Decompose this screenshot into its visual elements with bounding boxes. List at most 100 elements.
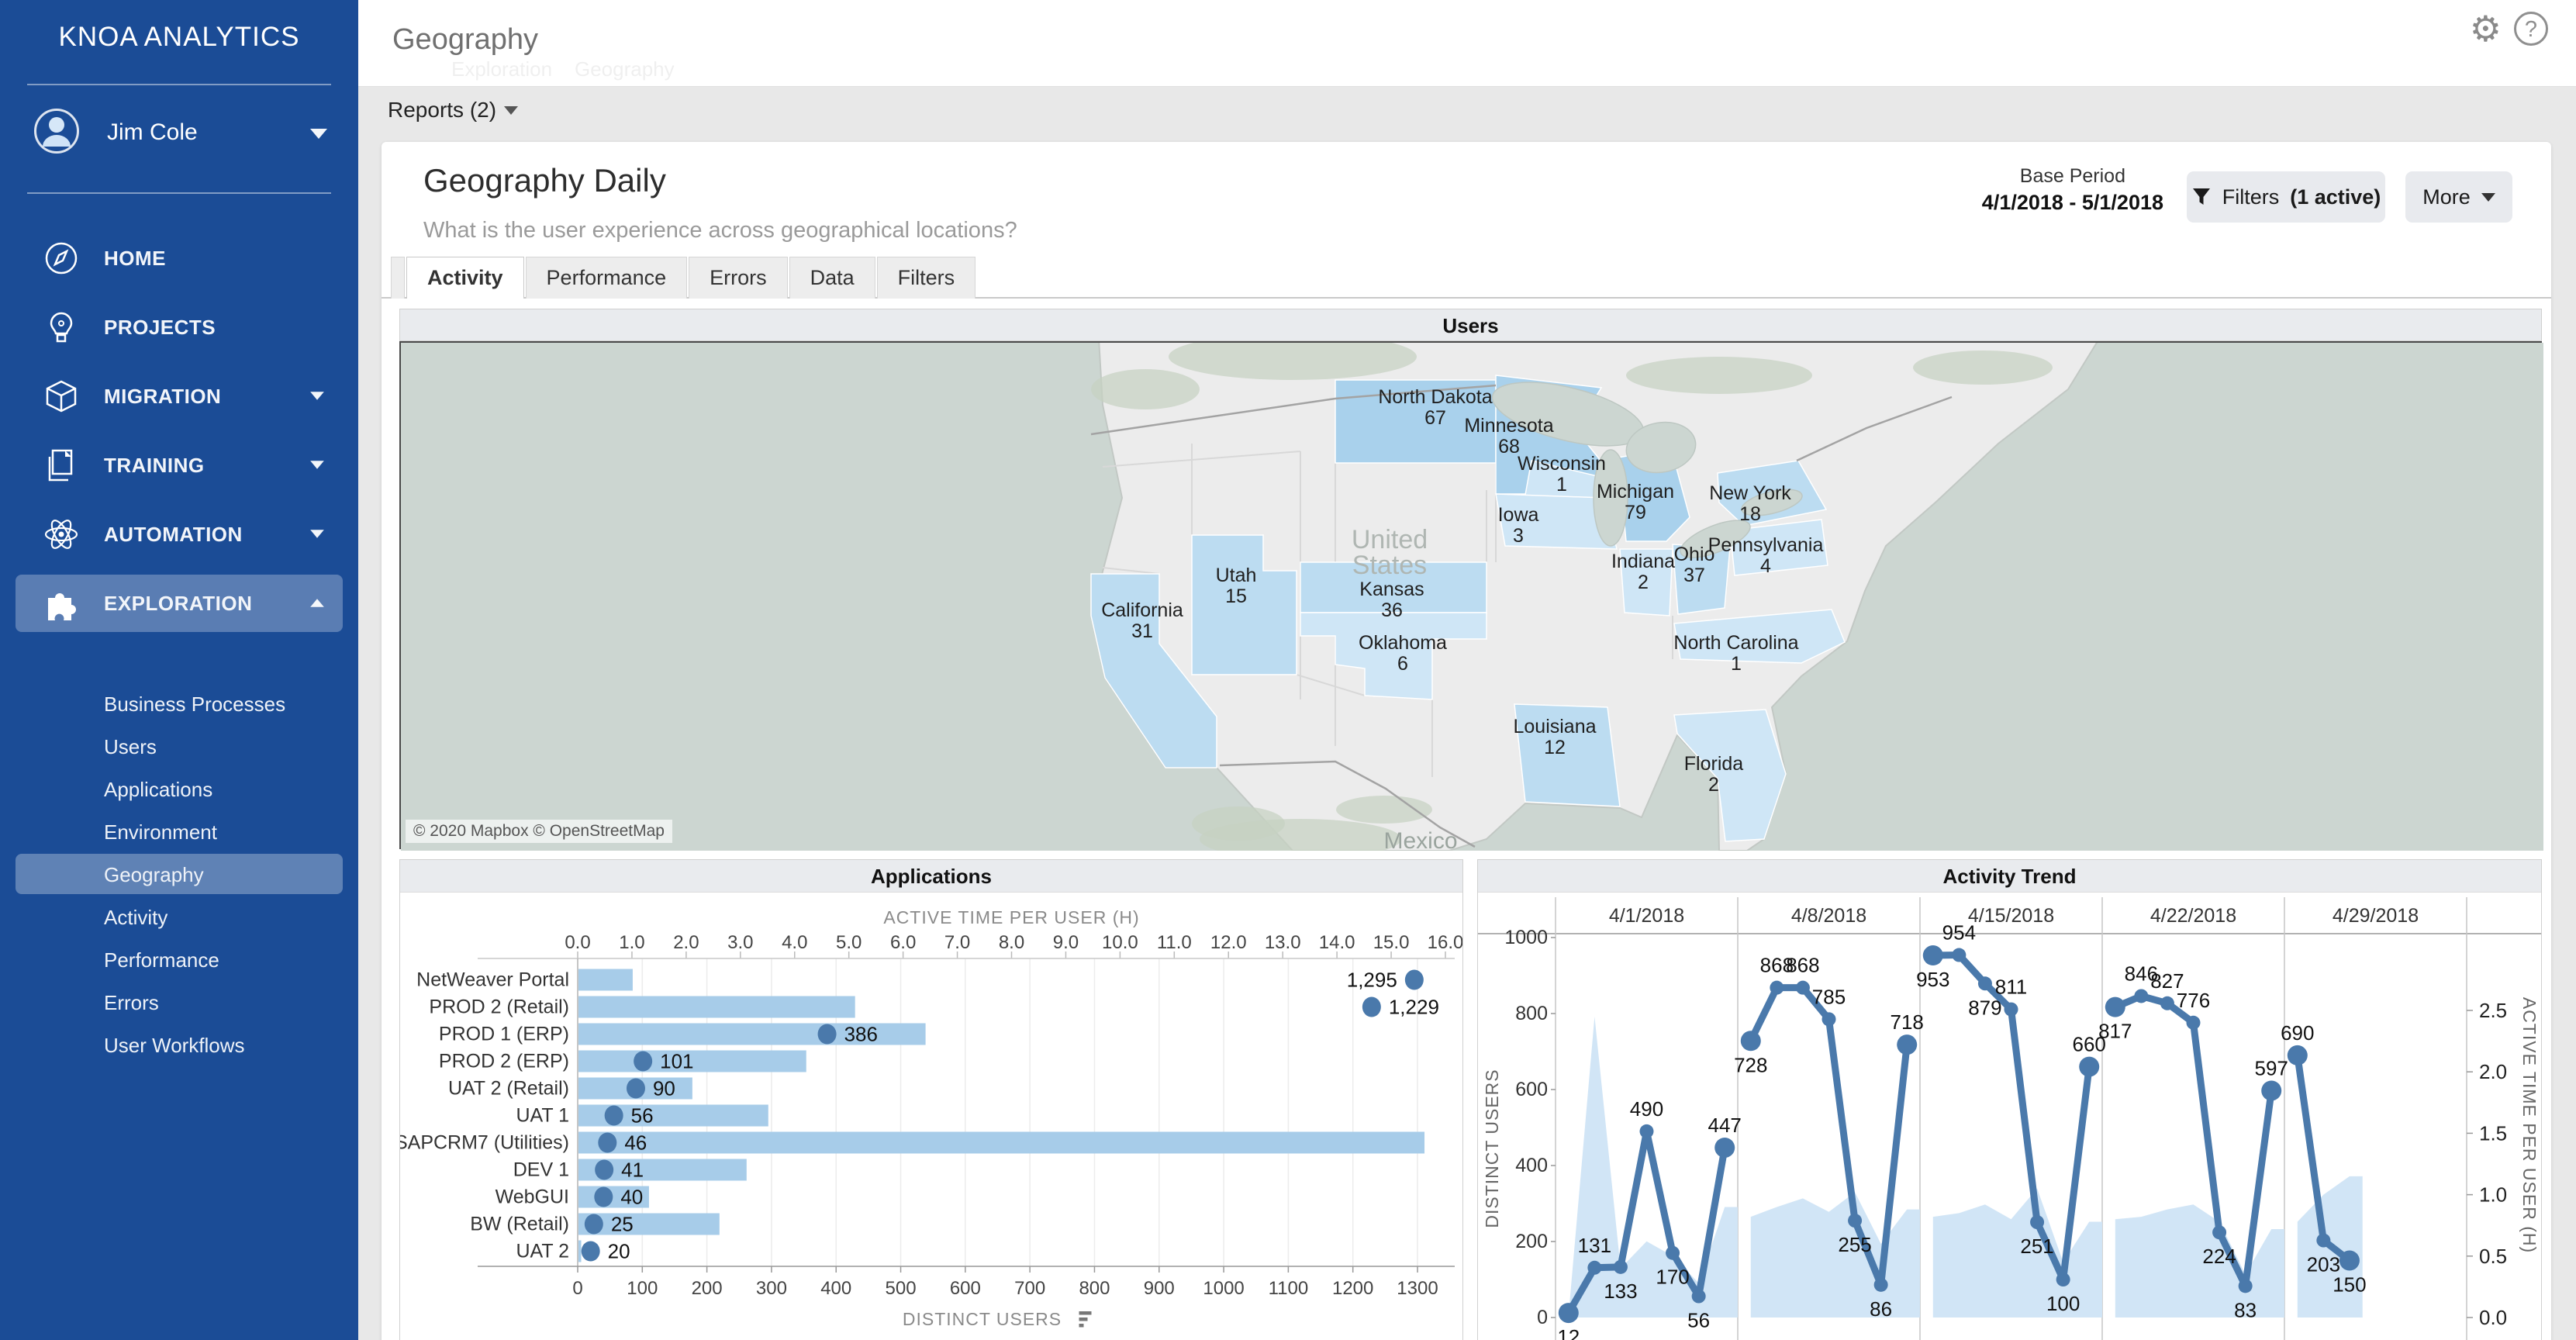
gear-icon[interactable]: ⚙ <box>2469 8 2502 50</box>
bar-0[interactable] <box>578 969 633 991</box>
svg-text:6.0: 6.0 <box>890 932 916 953</box>
tab-activity[interactable]: Activity <box>406 257 524 299</box>
data-point <box>2261 1080 2282 1101</box>
sidebar-item-home[interactable]: HOME <box>0 223 358 292</box>
tab-filters[interactable]: Filters <box>876 257 976 299</box>
activity-trend-panel-title: Activity Trend <box>1478 860 2541 893</box>
chevron-up-icon <box>310 599 324 607</box>
svg-text:1200: 1200 <box>1332 1278 1373 1299</box>
sidebar-item-automation[interactable]: AUTOMATION <box>0 499 358 568</box>
state-louisiana[interactable] <box>1514 703 1621 807</box>
sort-descending-icon[interactable] <box>1079 1311 1092 1328</box>
state-pennsylvania[interactable] <box>1729 519 1828 576</box>
sidebar-subitem-user-workflows[interactable]: User Workflows <box>0 1024 358 1066</box>
state-iowa[interactable] <box>1495 493 1618 550</box>
state-label: Kansas <box>1359 578 1424 600</box>
applications-bar-chart[interactable]: ACTIVE TIME PER USER (H) 0.0 1.0 2.0 3.0 4.0 5… <box>395 893 1463 1340</box>
sidebar-item-migration[interactable]: MIGRATION <box>0 361 358 430</box>
state-florida[interactable] <box>1673 709 1787 842</box>
svg-text:ACTIVE TIME PER USER (H): ACTIVE TIME PER USER (H) <box>2519 997 2540 1253</box>
state-label: Florida <box>1684 753 1744 775</box>
state-value: 12 <box>1544 737 1566 758</box>
state-california[interactable] <box>1090 573 1217 768</box>
reports-dropdown[interactable]: Reports (2) <box>388 98 519 123</box>
sidebar-item-label: EXPLORATION <box>104 592 253 615</box>
activity-trend-panel: Activity Trend 4/1/2018 4/8/2018 4/15/2018… <box>1477 859 2542 1340</box>
lightbulb-icon <box>43 309 79 345</box>
reports-label: Reports (2) <box>388 98 497 122</box>
svg-text:700: 700 <box>1014 1278 1045 1299</box>
state-value: 2 <box>1708 774 1719 796</box>
bar-6[interactable] <box>578 1131 1425 1154</box>
sidebar-subitem-geography[interactable]: Geography <box>0 853 358 896</box>
state-north-carolina[interactable] <box>1673 609 1846 664</box>
applications-chart-panel: Applications ACTIVE TIME PER USER (H) 0.0… <box>395 859 1463 1340</box>
state-oklahoma[interactable] <box>1300 612 1487 700</box>
sidebar-subitem-errors[interactable]: Errors <box>0 981 358 1024</box>
week-date-label: 4/29/2018 <box>2333 905 2419 927</box>
base-period-label: Base Period <box>2019 165 2125 187</box>
tab-errors[interactable]: Errors <box>689 257 788 299</box>
more-button[interactable]: More <box>2405 171 2512 223</box>
divider <box>27 84 331 85</box>
compass-icon <box>43 240 79 276</box>
bar-category-label: SAPCRM7 (Utilities) <box>400 1132 569 1154</box>
sidebar-item-exploration[interactable]: EXPLORATION <box>0 568 358 637</box>
svg-text:200: 200 <box>1515 1231 1548 1252</box>
dot-2 <box>817 1024 837 1045</box>
tab-data[interactable]: Data <box>789 257 875 299</box>
state-value: 6 <box>1397 653 1408 675</box>
data-point <box>1848 1214 1863 1228</box>
svg-text:4.0: 4.0 <box>782 932 807 953</box>
bar-1[interactable] <box>578 996 855 1018</box>
active-time-area-week3 <box>2115 1204 2284 1318</box>
sidebar-subitem-business-processes[interactable]: Business Processes <box>0 682 358 725</box>
state-indiana[interactable] <box>1619 548 1673 616</box>
sidebar-subitem-label: Errors <box>104 991 159 1014</box>
tab-performance[interactable]: Performance <box>525 257 688 299</box>
data-point-label: 170 <box>1656 1266 1689 1289</box>
dot-3 <box>634 1051 653 1072</box>
data-point <box>1770 980 1784 995</box>
state-label: Indiana <box>1611 551 1675 572</box>
svg-text:500: 500 <box>886 1278 917 1299</box>
svg-text:13.0: 13.0 <box>1265 932 1301 953</box>
dot-6 <box>598 1132 617 1153</box>
svg-text:46: 46 <box>624 1131 647 1155</box>
help-icon[interactable]: ? <box>2514 12 2548 46</box>
dot-10 <box>581 1241 600 1262</box>
filters-button[interactable]: Filters (1 active) <box>2187 171 2385 223</box>
data-point-label: 776 <box>2177 989 2210 1012</box>
sidebar-item-projects[interactable]: PROJECTS <box>0 292 358 361</box>
bar-2[interactable] <box>578 1023 926 1045</box>
user-menu[interactable]: Jim Cole <box>0 107 358 160</box>
sidebar-subitem-environment[interactable]: Environment <box>0 810 358 853</box>
activity-trend-chart[interactable]: 4/1/2018 4/8/2018 4/15/2018 4/22/2018 4/29/2… <box>1478 893 2541 1340</box>
sidebar-subitem-applications[interactable]: Applications <box>0 768 358 810</box>
state-value: 15 <box>1225 585 1247 607</box>
users-map-panel: Users United States Mexico North Dakota 67 Mi… <box>399 309 2543 859</box>
data-point-label: 953 <box>1916 968 1949 991</box>
sidebar-subitem-users[interactable]: Users <box>0 725 358 768</box>
bar-8[interactable] <box>578 1186 649 1208</box>
state-utah[interactable] <box>1191 534 1297 675</box>
svg-text:1,295: 1,295 <box>1347 969 1397 992</box>
sidebar-subitem-performance[interactable]: Performance <box>0 938 358 981</box>
state-label: Utah <box>1216 565 1257 586</box>
data-point-label: 718 <box>1891 1010 1924 1034</box>
sidebar-subitem-activity[interactable]: Activity <box>0 896 358 938</box>
data-point <box>2105 996 2125 1017</box>
svg-text:United: United <box>1352 525 1428 554</box>
sidebar-item-training[interactable]: TRAINING <box>0 430 358 499</box>
svg-text:12.0: 12.0 <box>1210 932 1247 953</box>
sidebar-item-label: AUTOMATION <box>104 523 243 546</box>
breadcrumb: Exploration Geography <box>451 57 675 81</box>
us-map[interactable]: United States Mexico North Dakota 67 Minnesot… <box>399 333 2543 859</box>
bar-10[interactable] <box>578 1240 582 1262</box>
svg-text:900: 900 <box>1144 1278 1175 1299</box>
person-icon <box>43 117 71 147</box>
svg-text:25: 25 <box>611 1213 634 1236</box>
svg-text:14.0: 14.0 <box>1319 932 1355 953</box>
bar-3[interactable] <box>578 1050 806 1072</box>
data-point-label: 56 <box>1687 1309 1710 1332</box>
